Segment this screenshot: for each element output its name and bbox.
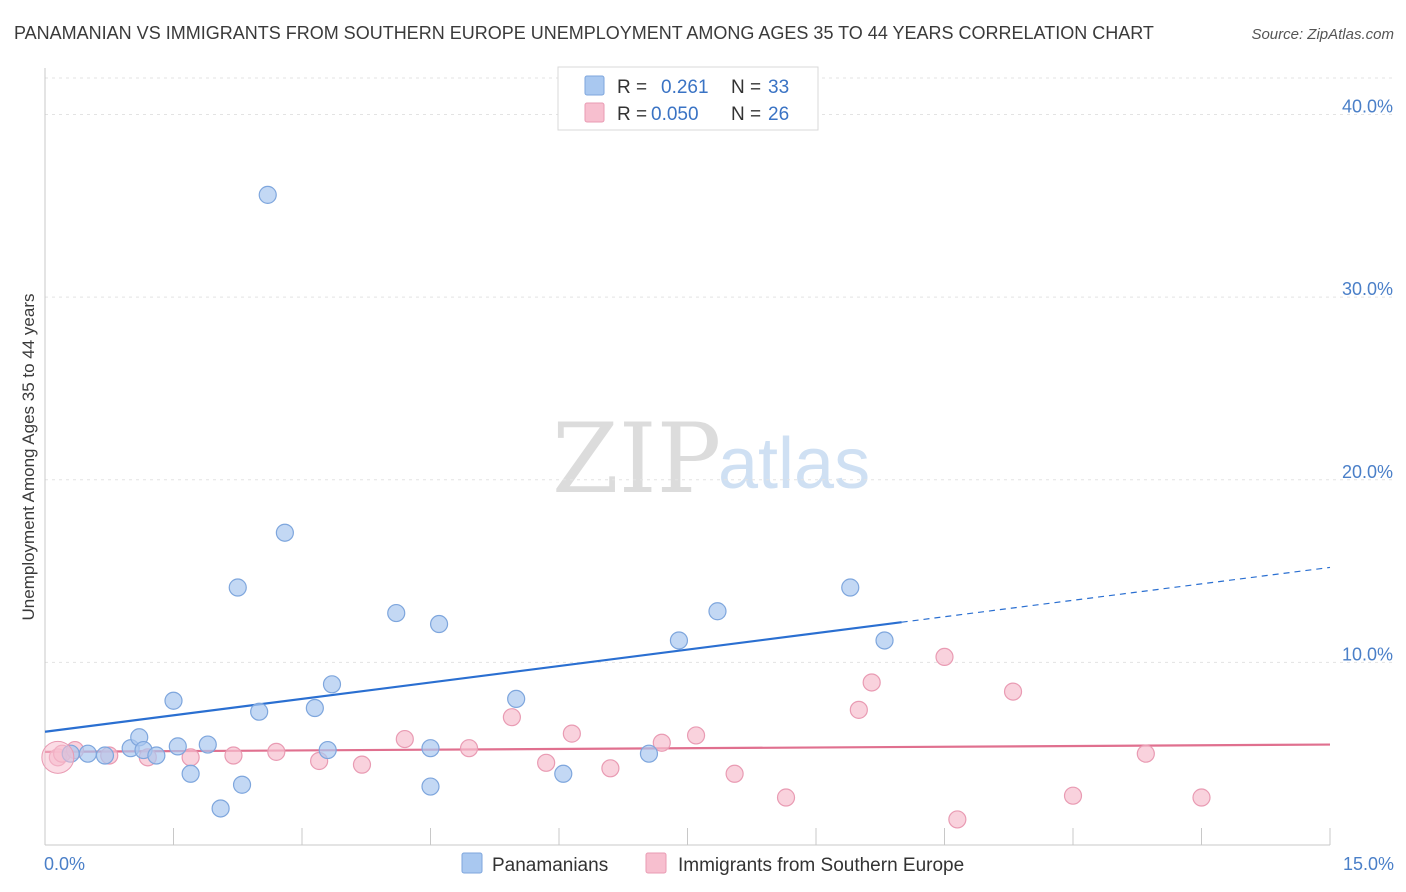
grid-lines [45, 77, 1392, 663]
point-panamanians [554, 764, 573, 783]
point-panamanians [669, 631, 689, 650]
trend-line-panamanians [44, 621, 902, 733]
watermark: ZIP atlas [552, 403, 870, 515]
x-tick-label-max: 15.0% [1343, 854, 1394, 874]
point-panamanians [275, 523, 294, 542]
point-panamanians [639, 744, 659, 763]
point-southern-europe [652, 733, 671, 752]
legend-swatch-southern-europe [584, 102, 605, 123]
y-tick-label: 40.0% [1342, 97, 1393, 117]
chart-title: PANAMANIAN VS IMMIGRANTS FROM SOUTHERN E… [14, 23, 1154, 43]
point-panamanians [95, 746, 115, 765]
point-panamanians [421, 777, 440, 796]
point-southern-europe [459, 739, 479, 758]
bottom-legend-label-panamanians: Panamanians [492, 855, 608, 876]
point-southern-europe [537, 753, 556, 772]
bottom-legend-swatch-panamanians [461, 852, 483, 874]
point-panamanians [232, 775, 252, 794]
point-panamanians [322, 675, 342, 694]
y-tick-label: 10.0% [1342, 644, 1393, 664]
legend-n-label-1: N = [731, 77, 761, 98]
point-southern-europe [686, 726, 706, 745]
bottom-legend: Panamanians Immigrants from Southern Eur… [461, 852, 964, 876]
point-panamanians [211, 799, 230, 818]
point-southern-europe [948, 810, 967, 829]
point-southern-europe [601, 759, 620, 778]
trend-line-extension [901, 566, 1331, 623]
trend-line-southern-europe [44, 743, 1331, 753]
point-panamanians [168, 737, 187, 756]
point-southern-europe [267, 742, 286, 761]
x-tick-label-min: 0.0% [44, 854, 85, 874]
point-southern-europe [862, 673, 881, 692]
point-southern-europe [352, 755, 372, 774]
legend: R = 0.261 N = 33 R = 0.050 N = 26 [557, 66, 819, 131]
legend-r-label-1: R = [617, 77, 647, 98]
legend-r-value-2: 0.050 [651, 104, 699, 125]
point-panamanians [429, 614, 449, 634]
point-southern-europe [562, 724, 581, 743]
point-southern-europe [502, 708, 521, 727]
point-panamanians [198, 735, 217, 754]
point-southern-europe [224, 746, 243, 765]
point-panamanians [875, 631, 894, 650]
point-southern-europe [725, 764, 744, 783]
point-southern-europe [935, 647, 954, 667]
point-southern-europe [776, 788, 796, 807]
point-panamanians [318, 740, 337, 760]
point-southern-europe [849, 700, 868, 719]
point-panamanians [147, 746, 166, 765]
chart-source: Source: ZipAtlas.com [1251, 26, 1394, 43]
trend-lines [44, 566, 1331, 753]
watermark-zip: ZIP [552, 403, 721, 515]
y-tick-label: 20.0% [1342, 462, 1393, 482]
watermark-atlas: atlas [718, 424, 870, 504]
point-southern-europe [1003, 682, 1023, 701]
point-panamanians [387, 603, 406, 623]
point-southern-europe [1192, 788, 1211, 807]
point-panamanians [305, 698, 324, 718]
point-panamanians [841, 578, 860, 597]
legend-swatch-panamanians [584, 75, 605, 96]
point-panamanians [164, 691, 183, 710]
data-points [41, 185, 1211, 829]
point-southern-europe [1136, 744, 1155, 763]
legend-r-value-1: 0.261 [661, 77, 709, 98]
point-panamanians [228, 578, 247, 597]
point-southern-europe [1063, 786, 1083, 805]
legend-n-value-1: 33 [768, 77, 789, 98]
point-panamanians [78, 744, 97, 763]
point-cluster-bubble [41, 740, 75, 774]
y-tick-label: 30.0% [1342, 279, 1393, 299]
axes [44, 68, 1331, 846]
bottom-legend-label-southern-europe: Immigrants from Southern Europe [678, 855, 964, 876]
point-panamanians [507, 689, 526, 709]
point-panamanians [421, 739, 440, 758]
point-panamanians [708, 602, 727, 621]
point-panamanians [181, 764, 200, 783]
legend-n-label-2: N = [731, 104, 761, 125]
legend-n-value-2: 26 [768, 104, 789, 125]
point-panamanians [258, 185, 277, 204]
legend-r-label-2: R = [617, 104, 647, 125]
point-panamanians [250, 702, 269, 721]
point-southern-europe [395, 729, 414, 749]
y-axis-label: Unemployment Among Ages 35 to 44 years [19, 294, 38, 621]
bottom-legend-swatch-southern-europe [645, 852, 667, 874]
